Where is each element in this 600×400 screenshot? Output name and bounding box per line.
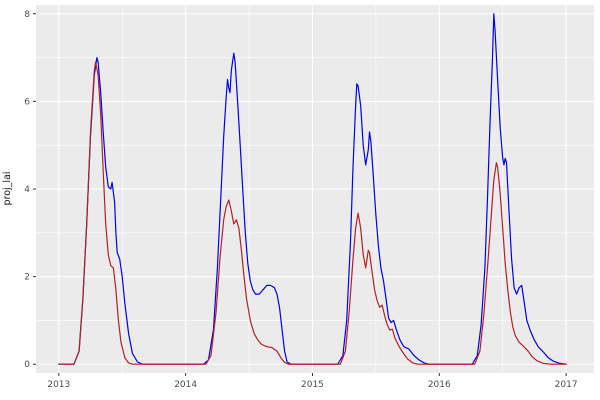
series-line-red-series (58, 61, 567, 365)
x-tick-label: 2013 (47, 380, 70, 390)
series-line-blue-series (58, 13, 567, 365)
x-tick-label: 2014 (174, 380, 197, 390)
y-tick-label: 0 (24, 360, 30, 370)
y-tick-label: 6 (24, 97, 30, 107)
y-tick-label: 4 (24, 185, 30, 195)
y-tick-label: 8 (24, 10, 30, 20)
x-tick-label: 2016 (428, 380, 451, 390)
y-axis-title: proj_lai (2, 171, 13, 206)
x-tick-label: 2015 (301, 380, 324, 390)
y-tick-label: 2 (24, 273, 30, 283)
x-tick-label: 2017 (555, 380, 578, 390)
